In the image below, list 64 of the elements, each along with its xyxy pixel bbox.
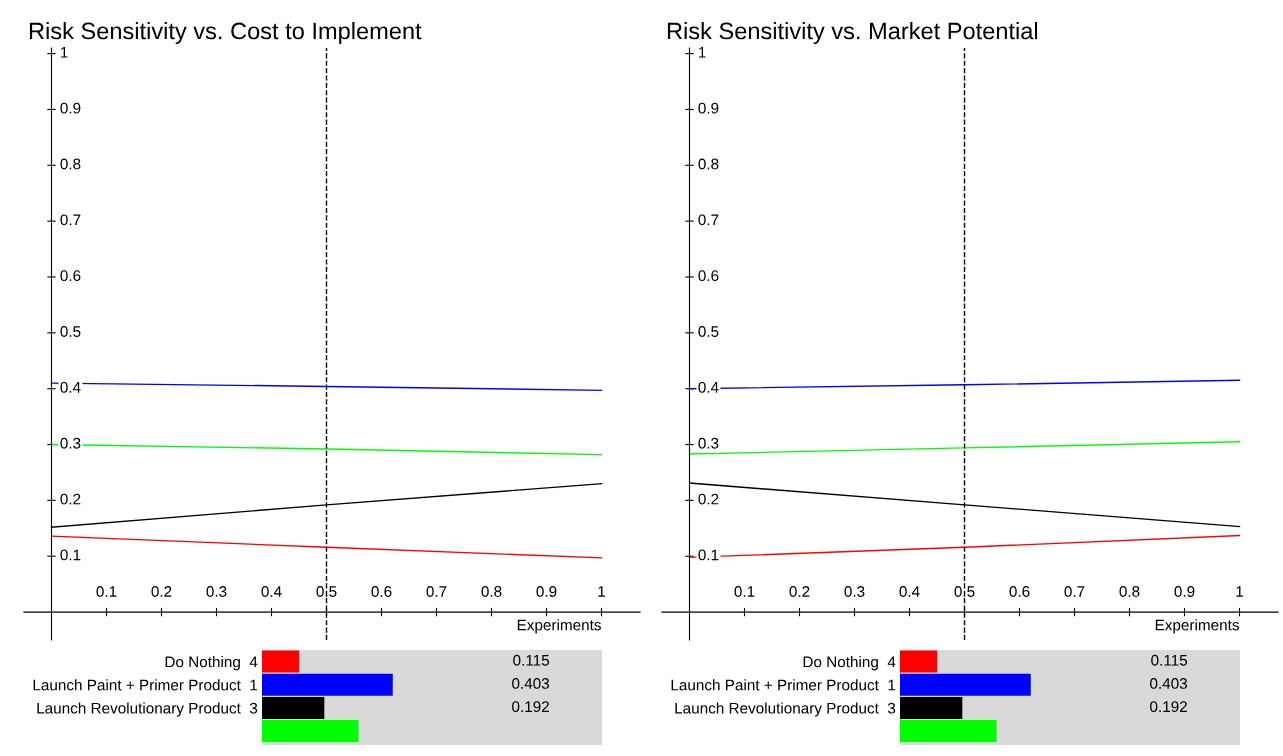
- y-tick-label: 0.8: [60, 158, 81, 170]
- y-tick-label: Launch Revolutionary Product 3: [37, 702, 258, 717]
- data-label: 0.403: [512, 678, 550, 689]
- data-label: 0.192: [512, 701, 549, 713]
- bar: [262, 650, 300, 673]
- data-label: 0.115: [513, 654, 550, 666]
- x-tick-label: 0.3: [206, 586, 227, 597]
- y-tick-label: 0.6: [60, 270, 81, 282]
- bar: [900, 673, 1031, 696]
- y-tick-label: Do Nothing 4: [165, 656, 258, 671]
- x-tick-label: 0.3: [844, 586, 865, 597]
- y-tick-label: 0.1: [60, 549, 81, 561]
- y-tick-label: 1: [699, 47, 706, 58]
- x-tick-label: 0.6: [371, 586, 392, 597]
- bar: [900, 696, 963, 719]
- y-tick-label: 1: [61, 47, 68, 58]
- y-tick-label: 0.7: [60, 214, 81, 226]
- x-tick-label: 0.7: [1064, 586, 1085, 597]
- x-tick-label: 0.1: [734, 586, 755, 597]
- data-label: 0.115: [1151, 654, 1188, 666]
- y-tick-label: 0.3: [60, 437, 81, 449]
- x-tick-label: 1: [1236, 586, 1243, 597]
- x-tick-label: 1: [598, 586, 605, 597]
- y-tick-label: 0.2: [698, 493, 719, 505]
- x-tick-label: 0.4: [899, 586, 920, 597]
- x-tick-label: 0.8: [1119, 586, 1140, 597]
- x-tick-label: 0.9: [536, 586, 557, 597]
- y-tick-label: 0.4: [60, 381, 81, 393]
- x-tick-label: 0.7: [426, 586, 447, 597]
- data-label: 0.403: [1150, 678, 1188, 689]
- y-tick-label: 0.3: [698, 437, 719, 449]
- x-tick-label: 0.2: [151, 586, 172, 597]
- y-tick-label: Do Nothing 4: [803, 656, 896, 671]
- x-tick-label: 0.4: [261, 586, 282, 597]
- data-label: 0.192: [1150, 701, 1187, 713]
- chart-title: Risk Sensitivity vs. Cost to Implement: [29, 22, 422, 44]
- bar: [262, 696, 325, 719]
- y-tick-label: 0.4: [698, 381, 719, 393]
- y-tick-label: Launch Revolutionary Product 3: [675, 702, 896, 717]
- x-tick-label: 0.6: [1009, 586, 1030, 597]
- x-axis-title: Experiments: [1155, 619, 1239, 634]
- x-tick-label: 0.2: [789, 586, 810, 597]
- x-tick-label: 0.5: [316, 586, 337, 597]
- x-tick-label: 0.1: [96, 586, 117, 597]
- bar: [262, 720, 359, 743]
- y-tick-label: Launch Paint + Primer Product 1: [671, 679, 896, 691]
- y-tick-label: 0.2: [60, 493, 81, 505]
- y-tick-label: 0.5: [60, 326, 81, 337]
- x-axis-title: Experiments: [517, 619, 601, 634]
- y-tick-label: 0.9: [698, 102, 719, 114]
- y-tick-label: 0.7: [698, 214, 719, 226]
- bar: [262, 673, 393, 696]
- chart-title: Risk Sensitivity vs. Market Potential: [667, 22, 1038, 44]
- y-tick-label: 0.8: [698, 158, 719, 170]
- bar: [900, 650, 938, 673]
- y-tick-label: Launch Paint + Primer Product 1: [33, 679, 258, 691]
- y-tick-label: 0.6: [698, 270, 719, 282]
- x-tick-label: 0.5: [954, 586, 975, 597]
- y-tick-label: 0.5: [698, 326, 719, 337]
- y-tick-label: 0.1: [698, 549, 719, 561]
- y-tick-label: 0.9: [60, 102, 81, 114]
- x-tick-label: 0.9: [1174, 586, 1195, 597]
- bar: [900, 720, 997, 743]
- x-tick-label: 0.8: [481, 586, 502, 597]
